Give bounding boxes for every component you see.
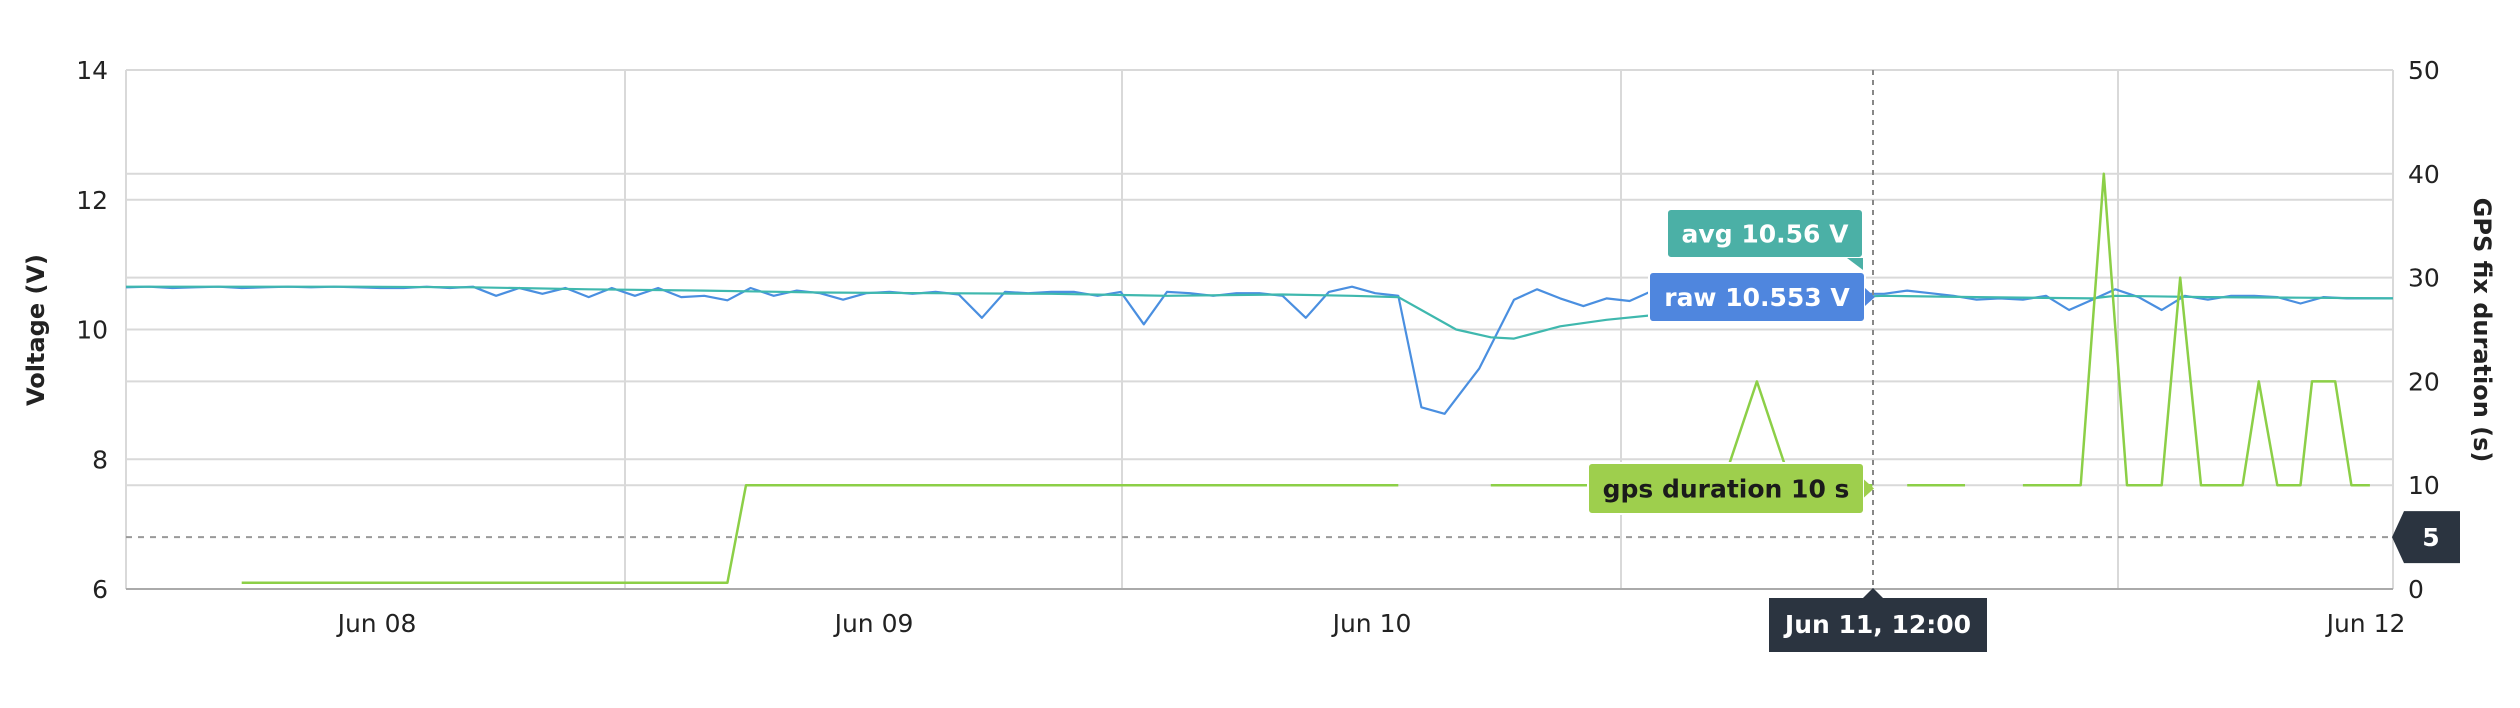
- chart-grid: [125, 69, 2394, 590]
- x-tick-label: Jun 09: [833, 609, 914, 638]
- tooltip-box-avg: [1666, 208, 1864, 259]
- tooltip-pointer-raw: [1865, 288, 1875, 306]
- tooltip-pointer-avg: [1847, 258, 1863, 270]
- y-left-tick-label: 12: [76, 186, 108, 215]
- chart-series: [125, 172, 2394, 585]
- y-left-tick-label: 6: [92, 575, 108, 604]
- y-left-tick-label: 8: [92, 445, 108, 474]
- y-right-tick-label: 0: [2408, 575, 2424, 604]
- x-tick-label: Jun 08: [336, 609, 417, 638]
- threshold-label: 5: [2422, 523, 2439, 552]
- chart-overlays: Jun 11, 12:00 5 avg 10.56 V raw 10.553 V gps…: [1587, 70, 2460, 652]
- crosshair-label: Jun 11, 12:00: [1783, 610, 1971, 639]
- chart-axes: 6 8 10 12 14 0 10 20 30 40 50 Voltage (V) GPS fix du…: [22, 56, 2496, 638]
- y-left-tick-label: 10: [76, 316, 108, 345]
- y-right-axis-title: GPS fix duration (s): [2468, 198, 2496, 463]
- crosshair-label-pointer: [1863, 588, 1883, 598]
- y-right-tick-label: 40: [2408, 160, 2440, 189]
- tooltip-text-avg: avg 10.56 V: [1682, 220, 1850, 249]
- y-right-tick-label: 50: [2408, 56, 2440, 85]
- x-tick-label: Jun 12: [2325, 609, 2406, 638]
- y-right-tick-label: 20: [2408, 367, 2440, 396]
- tooltip-avg: avg 10.56 V: [1666, 208, 1864, 270]
- series-line-raw: [125, 285, 2393, 415]
- x-tick-label: Jun 10: [1331, 609, 1412, 638]
- tooltip-pointer-gps: [1864, 479, 1874, 498]
- tooltip-text-gps: gps duration 10 s: [1603, 475, 1850, 504]
- crosshair-label-box: [1769, 598, 1987, 652]
- threshold-badge: [2392, 511, 2460, 564]
- y-right-tick-label: 30: [2408, 264, 2440, 293]
- tooltip-text-raw: raw 10.553 V: [1664, 283, 1850, 312]
- series-line-avg: [126, 285, 2394, 340]
- tooltip-raw: raw 10.553 V: [1648, 271, 1875, 323]
- y-right-tick-label: 10: [2408, 471, 2440, 500]
- tooltip-gps: gps duration 10 s: [1587, 462, 1874, 515]
- y-left-tick-label: 14: [76, 56, 108, 85]
- y-left-axis-title: Voltage (V): [22, 254, 50, 406]
- series-line-gps-segment-3: [2022, 172, 2370, 487]
- series-line-gps-segment-0: [241, 483, 1399, 585]
